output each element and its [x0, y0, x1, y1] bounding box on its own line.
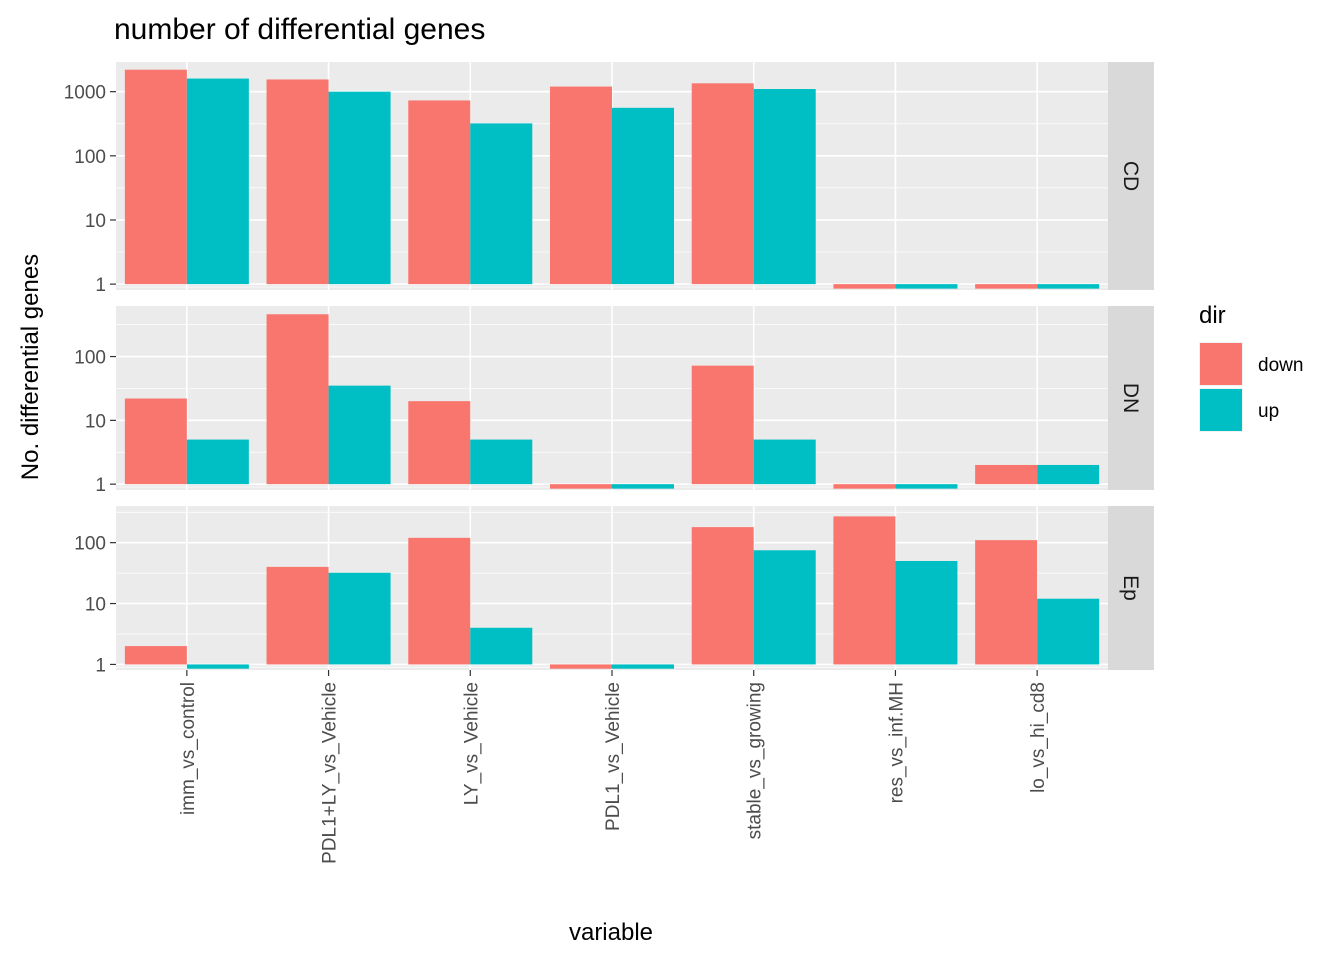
bar-down-lo_vs_hi_cd8	[975, 540, 1038, 665]
bar-up-LY_vs_Vehicle	[470, 439, 533, 485]
bar-up-stable_vs_growing	[753, 439, 816, 485]
bar-up-lo_vs_hi_cd8	[1037, 284, 1100, 289]
chart-title: number of differential genes	[114, 13, 485, 46]
bar-down-PDL1+LY_vs_Vehicle	[266, 566, 329, 665]
x-tick-label: LY_vs_Vehicle	[461, 682, 482, 805]
bar-down-PDL1+LY_vs_Vehicle	[266, 314, 329, 485]
legend-key-up	[1200, 389, 1242, 431]
y-tick-label: 1	[95, 475, 106, 496]
bar-up-PDL1+LY_vs_Vehicle	[328, 385, 391, 485]
x-tick-label: PDL1+LY_vs_Vehicle	[320, 682, 341, 864]
panel-Ep: 1 10 100 Ep	[74, 506, 1154, 676]
bar-up-lo_vs_hi_cd8	[1037, 598, 1100, 665]
panel-CD: 1 10 100 1000 CD	[64, 62, 1154, 296]
legend-label-down: down	[1258, 355, 1303, 376]
bar-up-PDL1+LY_vs_Vehicle	[328, 572, 391, 665]
bar-down-imm_vs_control	[124, 398, 187, 485]
bar-up-imm_vs_control	[186, 439, 249, 485]
x-axis: imm_vs_control PDL1+LY_vs_Vehicle LY_vs_Ve…	[178, 670, 1049, 864]
y-tick-label: 10	[85, 411, 106, 432]
facet-strip	[1108, 306, 1154, 490]
bar-down-PDL1_vs_Vehicle	[550, 86, 612, 285]
bar-up-PDL1_vs_Vehicle	[612, 484, 674, 489]
legend-title: dir	[1199, 302, 1226, 329]
y-axis-title: No. differential genes	[17, 254, 44, 480]
y-tick-label: 1	[95, 655, 106, 676]
bar-down-PDL1+LY_vs_Vehicle	[266, 79, 329, 285]
bar-down-LY_vs_Vehicle	[408, 537, 471, 665]
bar-up-LY_vs_Vehicle	[470, 627, 533, 665]
bar-up-imm_vs_control	[186, 664, 249, 669]
legend-key-down	[1200, 343, 1242, 385]
bar-down-lo_vs_hi_cd8	[975, 284, 1038, 289]
x-axis-title: variable	[569, 919, 653, 946]
bar-down-stable_vs_growing	[691, 83, 754, 285]
bar-up-LY_vs_Vehicle	[470, 123, 533, 285]
bar-down-stable_vs_growing	[691, 527, 754, 665]
bar-up-res_vs_inf.MH	[895, 484, 958, 489]
x-tick-label: stable_vs_growing	[745, 682, 766, 839]
y-tick-label: 10	[85, 211, 106, 232]
bar-down-PDL1_vs_Vehicle	[550, 484, 612, 489]
legend-label-up: up	[1258, 401, 1279, 422]
y-tick-label: 1	[95, 275, 106, 296]
bar-down-LY_vs_Vehicle	[408, 401, 471, 485]
panel-DN: 1 10 100 DN	[74, 306, 1154, 496]
bar-up-imm_vs_control	[186, 78, 249, 285]
bar-up-lo_vs_hi_cd8	[1037, 464, 1100, 485]
facet-strip-label: DN	[1119, 383, 1142, 413]
facet-strip	[1108, 62, 1154, 290]
bar-up-PDL1_vs_Vehicle	[612, 664, 674, 669]
bar-up-stable_vs_growing	[753, 89, 816, 285]
x-tick-label: imm_vs_control	[178, 682, 199, 815]
bar-up-PDL1+LY_vs_Vehicle	[328, 91, 391, 285]
bar-down-LY_vs_Vehicle	[408, 100, 471, 285]
bar-up-res_vs_inf.MH	[895, 284, 958, 289]
facet-strip-label: Ep	[1119, 575, 1142, 601]
y-tick-label: 1000	[64, 83, 106, 104]
bar-down-imm_vs_control	[124, 646, 187, 665]
x-tick-label: res_vs_inf.MH	[886, 682, 907, 803]
y-tick-label: 100	[74, 534, 106, 555]
x-tick-label: lo_vs_hi_cd8	[1028, 682, 1049, 793]
bar-down-imm_vs_control	[124, 69, 187, 285]
legend: dir down up	[1199, 302, 1303, 432]
facet-strip-label: CD	[1119, 161, 1142, 191]
bar-down-res_vs_inf.MH	[833, 516, 896, 665]
bar-down-lo_vs_hi_cd8	[975, 464, 1038, 485]
bar-down-stable_vs_growing	[691, 365, 754, 485]
y-tick-label: 10	[85, 595, 106, 616]
bar-down-PDL1_vs_Vehicle	[550, 664, 612, 669]
x-tick-label: PDL1_vs_Vehicle	[603, 682, 624, 831]
facet-strip	[1108, 506, 1154, 670]
bar-up-stable_vs_growing	[753, 550, 816, 665]
bar-down-res_vs_inf.MH	[833, 484, 896, 489]
bar-up-res_vs_inf.MH	[895, 560, 958, 665]
bar-down-res_vs_inf.MH	[833, 284, 896, 289]
y-tick-label: 100	[74, 348, 106, 369]
bar-up-PDL1_vs_Vehicle	[612, 107, 674, 285]
y-tick-label: 100	[74, 147, 106, 168]
panels: 1 10 100 1000 CD 1 10 100 DN 1 10 100 Ep	[64, 62, 1154, 676]
